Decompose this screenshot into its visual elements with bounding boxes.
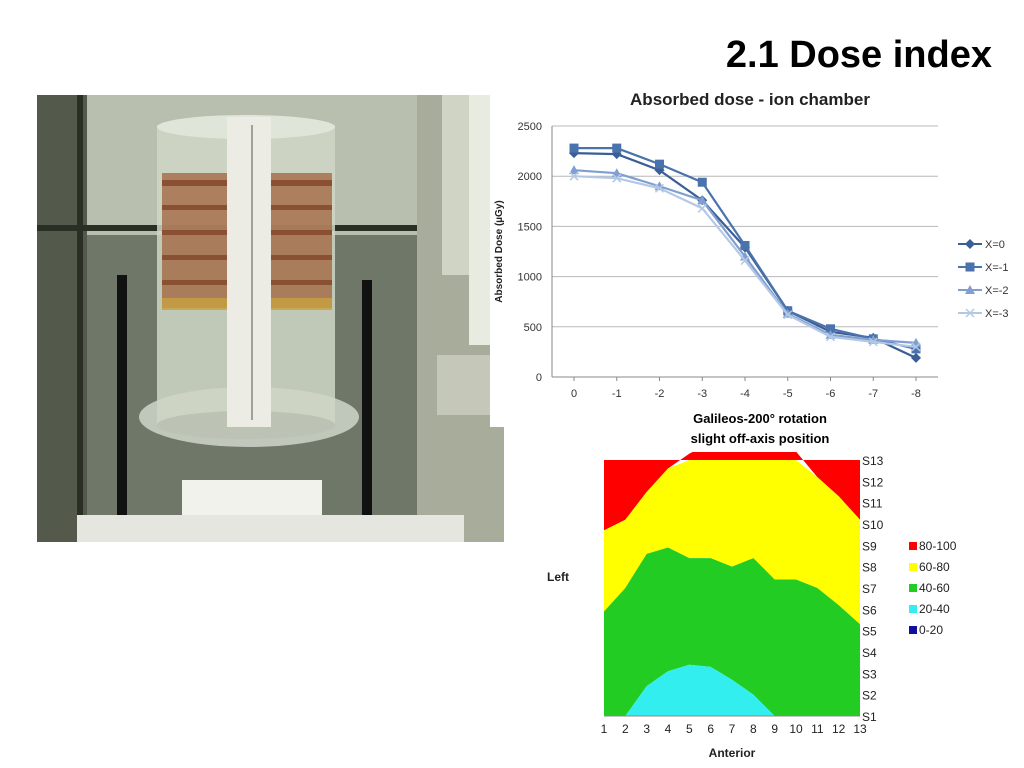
legend-swatch: [909, 584, 917, 592]
y-axis-label: Left: [547, 570, 569, 584]
band-60-80: [604, 460, 860, 625]
y-tick-label: S1: [862, 710, 877, 724]
y-tick-label: S2: [862, 689, 877, 703]
data-point: [911, 342, 921, 352]
y-tick-label: 0: [536, 372, 542, 384]
x-tick-label: -5: [783, 388, 793, 400]
legend-label: 80-100: [919, 539, 957, 553]
legend-label: X=-2: [985, 285, 1009, 297]
y-tick-label: S8: [862, 561, 877, 575]
data-point: [697, 177, 707, 187]
series-3: [569, 171, 921, 352]
y-tick-label: 1000: [518, 272, 542, 284]
y-tick-label: 2000: [518, 171, 542, 183]
x-tick-label: 5: [686, 722, 693, 736]
series-2: [569, 165, 921, 347]
legend-label: 60-80: [919, 560, 950, 574]
band-20-40: [604, 664, 860, 716]
data-point: [826, 324, 835, 334]
legend-label: 20-40: [919, 602, 950, 616]
x-tick-label: -8: [911, 388, 921, 400]
data-point: [654, 165, 665, 176]
y-tick-label: S4: [862, 646, 877, 660]
y-tick-label: S11: [862, 497, 883, 511]
y-tick-label: 500: [524, 322, 542, 334]
data-point: [697, 203, 707, 213]
phantom-photo: [37, 95, 504, 542]
data-point: [569, 143, 579, 153]
data-point: [612, 143, 622, 153]
data-point: [569, 165, 579, 175]
data-point: [783, 310, 793, 320]
line-chart: Absorbed dose - ion chamber 0 500 1000 1500 2…: [490, 82, 1024, 427]
line-chart-caption-2: slight off-axis position: [690, 431, 830, 446]
x-tick-label: 8: [750, 722, 757, 736]
y-tick-label: S10: [862, 518, 884, 532]
y-tick-label: S9: [862, 539, 877, 553]
data-point: [569, 171, 579, 181]
y-tick-label: 2500: [518, 121, 542, 133]
legend-swatch: [909, 626, 917, 634]
legend-label: 40-60: [919, 581, 950, 595]
x-tick-label: -6: [826, 388, 836, 400]
data-point: [654, 183, 665, 193]
x-tick-label: 2: [622, 722, 629, 736]
data-point: [868, 337, 878, 347]
x-tick-label: 3: [643, 722, 650, 736]
legend-swatch: [909, 605, 917, 613]
y-tick-label: S7: [862, 582, 877, 596]
legend-swatch: [909, 542, 917, 550]
x-tick-label: 1: [601, 722, 608, 736]
x-tick-label: -2: [655, 388, 665, 400]
x-tick-label: -1: [612, 388, 622, 400]
x-tick-label: 9: [771, 722, 778, 736]
slide-title: 2.1 Dose index: [725, 34, 992, 76]
y-axis-label: Absorbed Dose (µGy): [494, 200, 505, 302]
y-tick-label: 1500: [518, 221, 542, 233]
band-40-60: [604, 547, 860, 716]
y-tick-label: S6: [862, 603, 877, 617]
y-tick-label: S5: [862, 625, 877, 639]
data-point: [740, 240, 750, 250]
data-point: [697, 195, 708, 205]
legend-label: X=-3: [985, 308, 1009, 320]
x-tick-label: -7: [868, 388, 878, 400]
data-point: [655, 159, 664, 169]
data-point: [965, 239, 975, 249]
x-tick-label: 10: [789, 722, 803, 736]
x-tick-label: 6: [707, 722, 714, 736]
x-tick-label: 13: [853, 722, 867, 736]
x-tick-label: 7: [729, 722, 736, 736]
legend-label: X=0: [985, 239, 1005, 251]
data-point: [965, 285, 975, 294]
y-tick-label: S3: [862, 667, 877, 681]
data-point: [965, 262, 975, 272]
data-point: [740, 256, 750, 266]
contour-chart: 1 2 3 4 5 6 7 8 9 10 11 12 13S1S2S3S4S5S6S7S8S9S10S1…: [547, 452, 957, 760]
data-point: [825, 332, 836, 342]
legend-label: X=-1: [985, 262, 1009, 274]
data-point: [965, 308, 975, 318]
line-chart-caption-1: Galileos-200° rotation: [693, 411, 827, 426]
data-point: [911, 344, 921, 354]
legend-label: 0-20: [919, 623, 943, 637]
x-axis-label: Anterior: [709, 746, 756, 760]
x-tick-label: 12: [832, 722, 846, 736]
x-tick-label: -3: [697, 388, 707, 400]
x-tick-label: 0: [571, 388, 577, 400]
x-tick-label: 4: [665, 722, 672, 736]
legend-swatch: [909, 563, 917, 571]
x-tick-label: 11: [811, 722, 824, 736]
x-tick-label: -4: [740, 388, 750, 400]
y-tick-label: S13: [862, 454, 884, 468]
data-point: [612, 173, 622, 183]
y-tick-label: S12: [862, 475, 884, 489]
data-point: [911, 352, 921, 363]
chart-title: Absorbed dose - ion chamber: [630, 90, 870, 109]
